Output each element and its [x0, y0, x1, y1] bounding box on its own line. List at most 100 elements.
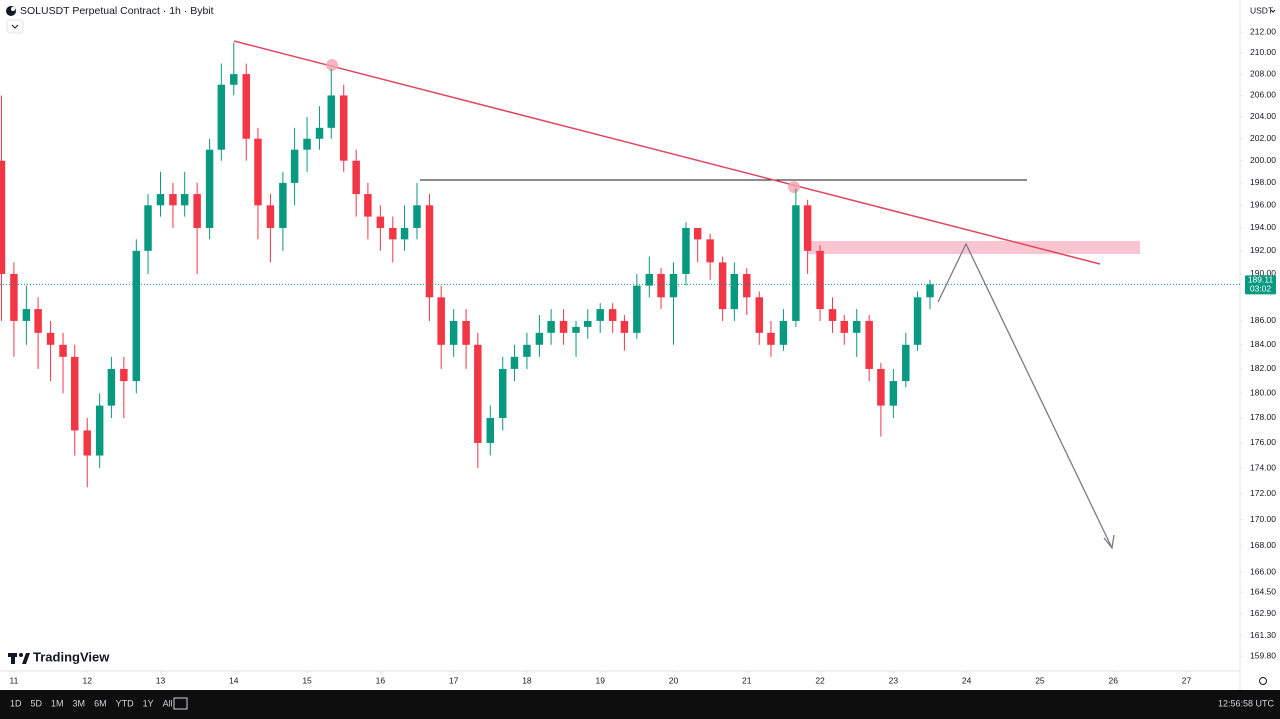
y-tick-label: 161.30 — [1250, 630, 1276, 640]
candle-body — [10, 273, 18, 321]
candle-body — [816, 250, 824, 310]
candle-body — [217, 84, 226, 150]
candle-body — [389, 227, 397, 240]
candle-body — [535, 332, 544, 345]
candle-body — [169, 194, 177, 206]
candle-body — [633, 285, 641, 333]
candle-body — [486, 417, 495, 443]
x-tick-label: 17 — [449, 675, 459, 685]
touch-point — [788, 181, 800, 193]
candle-body — [266, 205, 275, 228]
candle-body — [437, 297, 445, 345]
candle-body — [926, 284, 934, 298]
last-price-badge — [1245, 275, 1276, 295]
candle-body — [608, 309, 617, 321]
y-tick-label: 190.00 — [1250, 268, 1276, 278]
y-tick-label: 178.00 — [1250, 412, 1276, 422]
candle-body — [669, 273, 678, 298]
candle-body — [730, 273, 739, 310]
y-tick-label: 184.00 — [1250, 339, 1276, 349]
x-tick-label: 24 — [962, 675, 972, 685]
y-tick-label: 174.00 — [1250, 462, 1276, 472]
settings-icon[interactable] — [1259, 677, 1267, 685]
y-tick-label: 166.00 — [1250, 566, 1276, 576]
range-button[interactable]: 1D — [10, 698, 22, 708]
symbol-icon-dot — [11, 7, 15, 11]
candle-body — [792, 205, 800, 321]
x-tick-label: 12 — [82, 675, 92, 685]
candle-body — [59, 344, 67, 357]
chart-title: SOLUSDT Perpetual Contract · 1h · Bybit — [20, 5, 214, 17]
y-tick-label: 168.00 — [1250, 540, 1276, 550]
candle-body — [352, 160, 360, 195]
date-range-icon[interactable] — [173, 697, 188, 710]
candle-body — [718, 262, 727, 310]
y-tick-label: 208.00 — [1250, 68, 1276, 78]
candle-body — [413, 205, 421, 228]
candle-body — [71, 356, 79, 431]
candle-body — [779, 320, 788, 345]
candle-body — [107, 368, 116, 406]
candle-body — [828, 309, 837, 321]
range-button[interactable]: 3M — [73, 698, 86, 708]
watermark: TradingView — [33, 649, 110, 664]
candle-body — [572, 326, 580, 333]
range-button[interactable]: 5D — [31, 698, 43, 708]
resistance-zone — [808, 241, 1140, 254]
candle-body — [706, 239, 714, 263]
range-button[interactable]: 6M — [94, 698, 107, 708]
y-tick-label: 170.00 — [1250, 514, 1276, 524]
candle-body — [364, 194, 372, 217]
candle-body — [339, 95, 348, 161]
y-tick-label: 182.00 — [1250, 363, 1276, 373]
candle-body — [889, 381, 898, 406]
candle-body — [803, 205, 812, 251]
candle-body — [755, 297, 763, 333]
candle-body — [547, 320, 555, 333]
candle-body — [645, 273, 654, 286]
trend-line — [233, 40, 1101, 265]
x-tick-label: 20 — [669, 675, 679, 685]
watermark-logo — [8, 653, 30, 664]
candle-body — [852, 320, 861, 333]
x-tick-label: 11 — [10, 675, 19, 685]
candle-body — [180, 194, 189, 206]
candle-body — [620, 320, 629, 333]
collapse-button[interactable] — [6, 19, 24, 34]
candle-body — [682, 227, 690, 274]
y-tick-label: 192.00 — [1250, 245, 1276, 255]
candle-body — [83, 430, 91, 456]
candle-body — [0, 160, 6, 274]
y-tick-label: 194.00 — [1250, 222, 1276, 232]
currency-chevron — [1270, 9, 1276, 13]
candle-body — [425, 205, 434, 298]
range-button[interactable]: All — [163, 698, 173, 708]
y-tick-label: 172.00 — [1250, 488, 1276, 498]
range-button[interactable]: 1Y — [143, 698, 154, 708]
candle-body — [596, 309, 604, 321]
x-tick-label: 15 — [302, 675, 312, 685]
candle-body — [902, 344, 910, 382]
y-tick-label: 159.80 — [1250, 650, 1276, 660]
candle-body — [877, 368, 885, 406]
clock: 12:56:58 UTC — [1218, 698, 1275, 708]
y-tick-label: 210.00 — [1250, 47, 1276, 57]
x-tick-label: 14 — [229, 675, 239, 685]
range-button[interactable]: YTD — [116, 698, 135, 708]
candle-body — [523, 344, 531, 357]
candle-body — [156, 194, 165, 206]
candle-body — [865, 320, 873, 369]
candle-body — [474, 344, 482, 443]
range-button[interactable]: 1M — [51, 698, 64, 708]
candle-body — [449, 320, 458, 345]
y-tick-label: 162.90 — [1250, 608, 1276, 618]
candle-body — [144, 205, 152, 251]
candle-body — [462, 320, 470, 345]
candle-body — [510, 356, 519, 369]
projection-arrow — [937, 242, 1113, 549]
candle-body — [327, 95, 335, 128]
currency-label[interactable]: USDT — [1250, 5, 1273, 15]
x-tick-label: 23 — [889, 675, 899, 685]
candle-body — [743, 273, 751, 298]
